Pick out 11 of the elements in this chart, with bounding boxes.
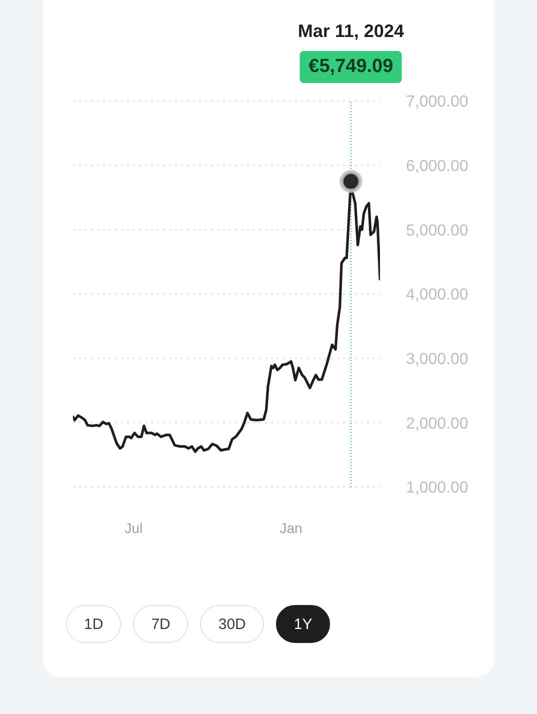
y-tick-label: 4,000.00	[406, 286, 468, 304]
x-tick-label: Jul	[124, 520, 143, 536]
label-badge: €5,749.09	[300, 51, 402, 83]
y-tick-label: 5,000.00	[406, 222, 468, 240]
y-tick-label: 1,000.00	[406, 480, 468, 497]
text: Mar 11, 2024	[298, 21, 404, 41]
y-tick-label: 6,000.00	[406, 158, 468, 176]
y-tick-label: 2,000.00	[406, 415, 468, 432]
y-tick-label: 7,000.00	[406, 94, 468, 111]
y-tick-label: 3,000.00	[406, 351, 468, 368]
x-tick-label: Jan	[280, 520, 302, 536]
